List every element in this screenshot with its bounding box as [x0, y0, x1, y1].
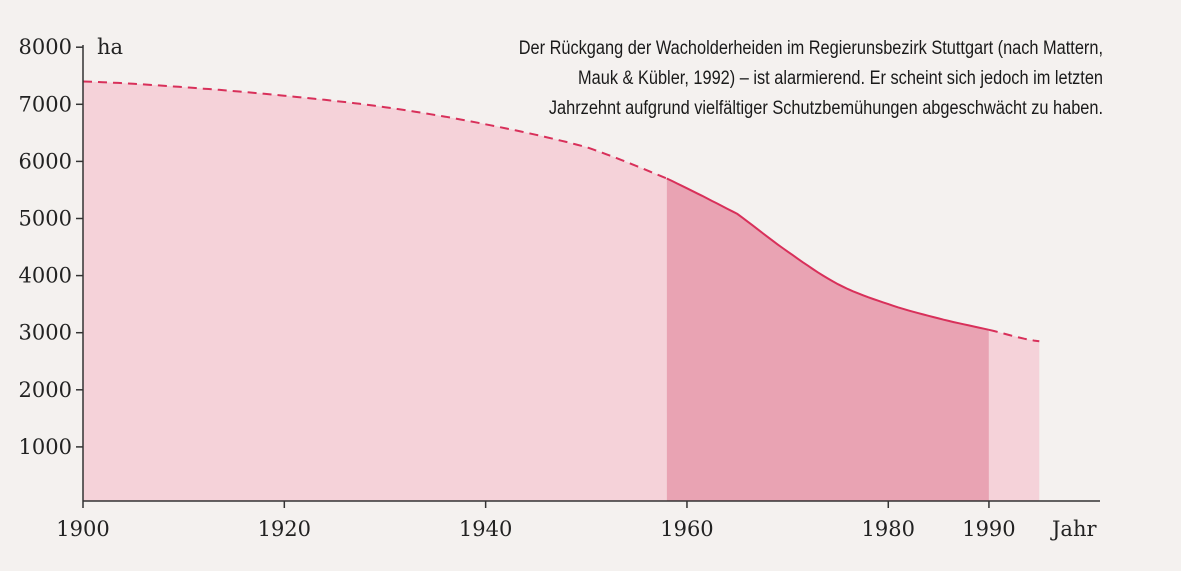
x-tick-label: 1990 [962, 517, 1015, 541]
area-estimated-after [988, 329, 1040, 501]
x-axis-label: Jahr [1050, 517, 1097, 541]
area-fills [83, 81, 1040, 501]
y-tick-label: 1000 [19, 435, 72, 459]
area-measured [666, 178, 989, 501]
line-measured [666, 177, 990, 331]
line-estimated-after [988, 328, 1040, 343]
y-axis-label: ha [97, 35, 123, 59]
y-tick-label: 5000 [19, 207, 72, 231]
series-line [82, 80, 1040, 343]
y-tick-label: 7000 [19, 92, 72, 116]
y-ticks: 1000 2000 3000 4000 5000 6000 7000 8000 [19, 35, 83, 459]
x-tick-label: 1900 [56, 517, 109, 541]
area-estimated-before [83, 81, 667, 501]
y-tick-label: 8000 [19, 35, 72, 59]
y-tick-label: 6000 [19, 149, 72, 173]
x-tick-label: 1920 [258, 517, 311, 541]
x-tick-label: 1960 [660, 517, 713, 541]
x-ticks: 1900 1920 1940 1960 1980 1990 [56, 501, 1016, 541]
line-estimated-before [82, 80, 668, 180]
y-tick-label: 2000 [19, 378, 72, 402]
caption: Der Rückgang der Wacholderheiden im Regi… [518, 38, 1103, 119]
y-tick-label: 3000 [19, 321, 72, 345]
y-tick-label: 4000 [19, 264, 72, 288]
x-tick-label: 1980 [862, 517, 915, 541]
x-tick-label: 1940 [459, 517, 512, 541]
